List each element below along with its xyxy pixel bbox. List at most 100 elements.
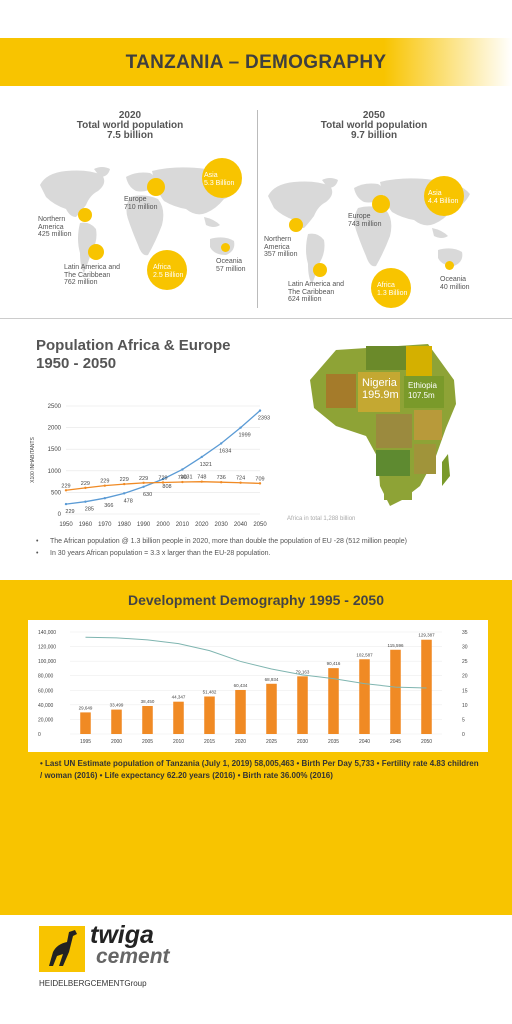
world-2020-year: 2020	[118, 110, 142, 121]
madagascar-region	[442, 454, 450, 486]
series-point-2	[64, 489, 68, 492]
rate-line	[85, 636, 427, 689]
y-tick-label: 40,000	[38, 703, 54, 709]
population-bar	[266, 683, 277, 734]
y2-tick-label: 5	[462, 717, 465, 723]
series-point-2	[103, 484, 107, 487]
bar-data-label: 90,416	[327, 661, 341, 666]
logo-twiga-text: twiga	[90, 921, 154, 949]
africa-region-egypt	[406, 346, 432, 376]
series-point-1	[200, 455, 203, 459]
nigeria-name: Nigeria	[362, 377, 398, 389]
x-tick-label: 2030	[297, 739, 308, 745]
world-2020-total-label: Total world population	[76, 120, 184, 131]
y2-tick-label: 35	[462, 630, 468, 636]
data-label-1: 366	[104, 503, 113, 509]
africa-2020-bubble	[147, 250, 187, 290]
y-tick-label: 2000	[48, 426, 62, 432]
x-tick-label: 2050	[253, 522, 267, 528]
twiga-logo-mark	[39, 926, 85, 972]
bar-data-label: 79,163	[296, 669, 310, 674]
europe-2050-bubble	[372, 195, 390, 213]
nigeria-region	[358, 372, 400, 412]
data-label-2: 229	[100, 479, 109, 485]
bar-data-label: 38,450	[141, 699, 155, 704]
world-2020-header: 2020 Total world population 7.5 billion	[30, 111, 230, 141]
data-label-1: 285	[85, 507, 94, 513]
population-bar	[390, 649, 401, 734]
population-bar	[297, 676, 308, 734]
series-point-1	[142, 485, 145, 488]
population-bar	[328, 668, 339, 734]
data-label-2: 229	[120, 477, 129, 483]
bar-data-label: 102,587	[356, 652, 373, 657]
x-tick-label: 2015	[204, 739, 215, 745]
y-tick-label: 140,000	[38, 630, 56, 636]
x-tick-label: 1995	[80, 739, 91, 745]
world-2050-header: 2050 Total world population 9.7 billion	[274, 111, 474, 141]
x-tick-label: 2010	[173, 739, 184, 745]
africa-region-west	[326, 374, 356, 408]
development-chart-card: 0 20,000 40,000 60,000 80,000 100,000 120,000 1…	[28, 620, 488, 752]
x-tick-label: 2025	[266, 739, 277, 745]
y2-tick-label: 25	[462, 659, 468, 665]
africa-region-north	[366, 346, 406, 370]
africa-2020-label: Africa 2.5 Billion	[153, 264, 184, 279]
y2-tick-label: 15	[462, 688, 468, 694]
y2-tick-label: 30	[462, 645, 468, 651]
y-tick-label: 120,000	[38, 645, 56, 651]
series-point-1	[103, 496, 107, 500]
series-point-2	[239, 481, 242, 484]
x-tick-label: 2010	[176, 522, 190, 528]
x-tick-label: 2050	[421, 739, 432, 745]
y-tick-label: 1000	[48, 469, 62, 475]
series-point-2	[220, 481, 223, 484]
y-tick-label: 100,000	[38, 659, 56, 665]
oceania-2050-label: Oceania 40 million	[440, 276, 470, 291]
series-point-1	[161, 477, 165, 481]
x-tick-label: 1950	[59, 522, 73, 528]
x-tick-label: 1980	[118, 522, 132, 528]
series-point-2	[142, 481, 145, 485]
asia-2050-bubble	[424, 176, 464, 216]
bar-data-label: 68,934	[265, 677, 279, 682]
world-2020-total: 7.5 billion	[106, 130, 154, 141]
series-point-1	[258, 409, 262, 412]
northern-america-2020-label: Northern America 425 million	[38, 216, 72, 238]
data-label-1: 1999	[238, 433, 250, 439]
latin-america-2020-label: Latin America and The Caribbean 762 millio…	[64, 264, 121, 286]
data-label-2: 709	[255, 476, 264, 482]
series-point-1	[239, 426, 242, 429]
bar-data-label: 115,596	[388, 643, 404, 648]
x-tick-label: 1990	[137, 522, 151, 528]
y-tick-label: 500	[51, 490, 62, 496]
latin-america-2050-label: Latin America and The Caribbean 624 millio…	[288, 281, 345, 303]
asia-2020-label: Asia 5.3 Billion	[204, 172, 235, 187]
oceania-2050-bubble	[445, 261, 454, 270]
population-bar	[359, 659, 370, 734]
latin-america-2020-bubble	[88, 244, 104, 260]
bullet-2: • In 30 years African population = 3.3 x …	[36, 550, 271, 557]
y-tick-label: 0	[58, 512, 62, 518]
population-bar	[80, 712, 91, 734]
x-tick-label: 2020	[235, 739, 246, 745]
bullet-1: • The African population @ 1.3 billion pe…	[36, 538, 407, 545]
title-band	[0, 38, 512, 86]
series-point-2	[84, 486, 87, 490]
data-label-1: 2393	[258, 416, 270, 422]
data-label-2: 729	[158, 476, 167, 482]
africa-region-central	[376, 414, 412, 448]
data-label-2: 229	[139, 476, 148, 482]
ethiopia-name: Ethiopia	[408, 381, 437, 390]
data-label-2: 736	[217, 475, 226, 481]
series-point-2	[200, 480, 203, 483]
y2-tick-label: 20	[462, 674, 468, 680]
population-bar	[173, 701, 184, 734]
y-tick-label: 1500	[48, 447, 62, 453]
y-tick-label: 80,000	[38, 674, 54, 680]
x-tick-label: 2040	[234, 522, 248, 528]
series-point-1	[84, 500, 87, 503]
series-point-2	[123, 482, 126, 486]
x-tick-label: 2045	[390, 739, 401, 745]
page-title: TANZANIA – DEMOGRAPHY	[125, 52, 387, 73]
